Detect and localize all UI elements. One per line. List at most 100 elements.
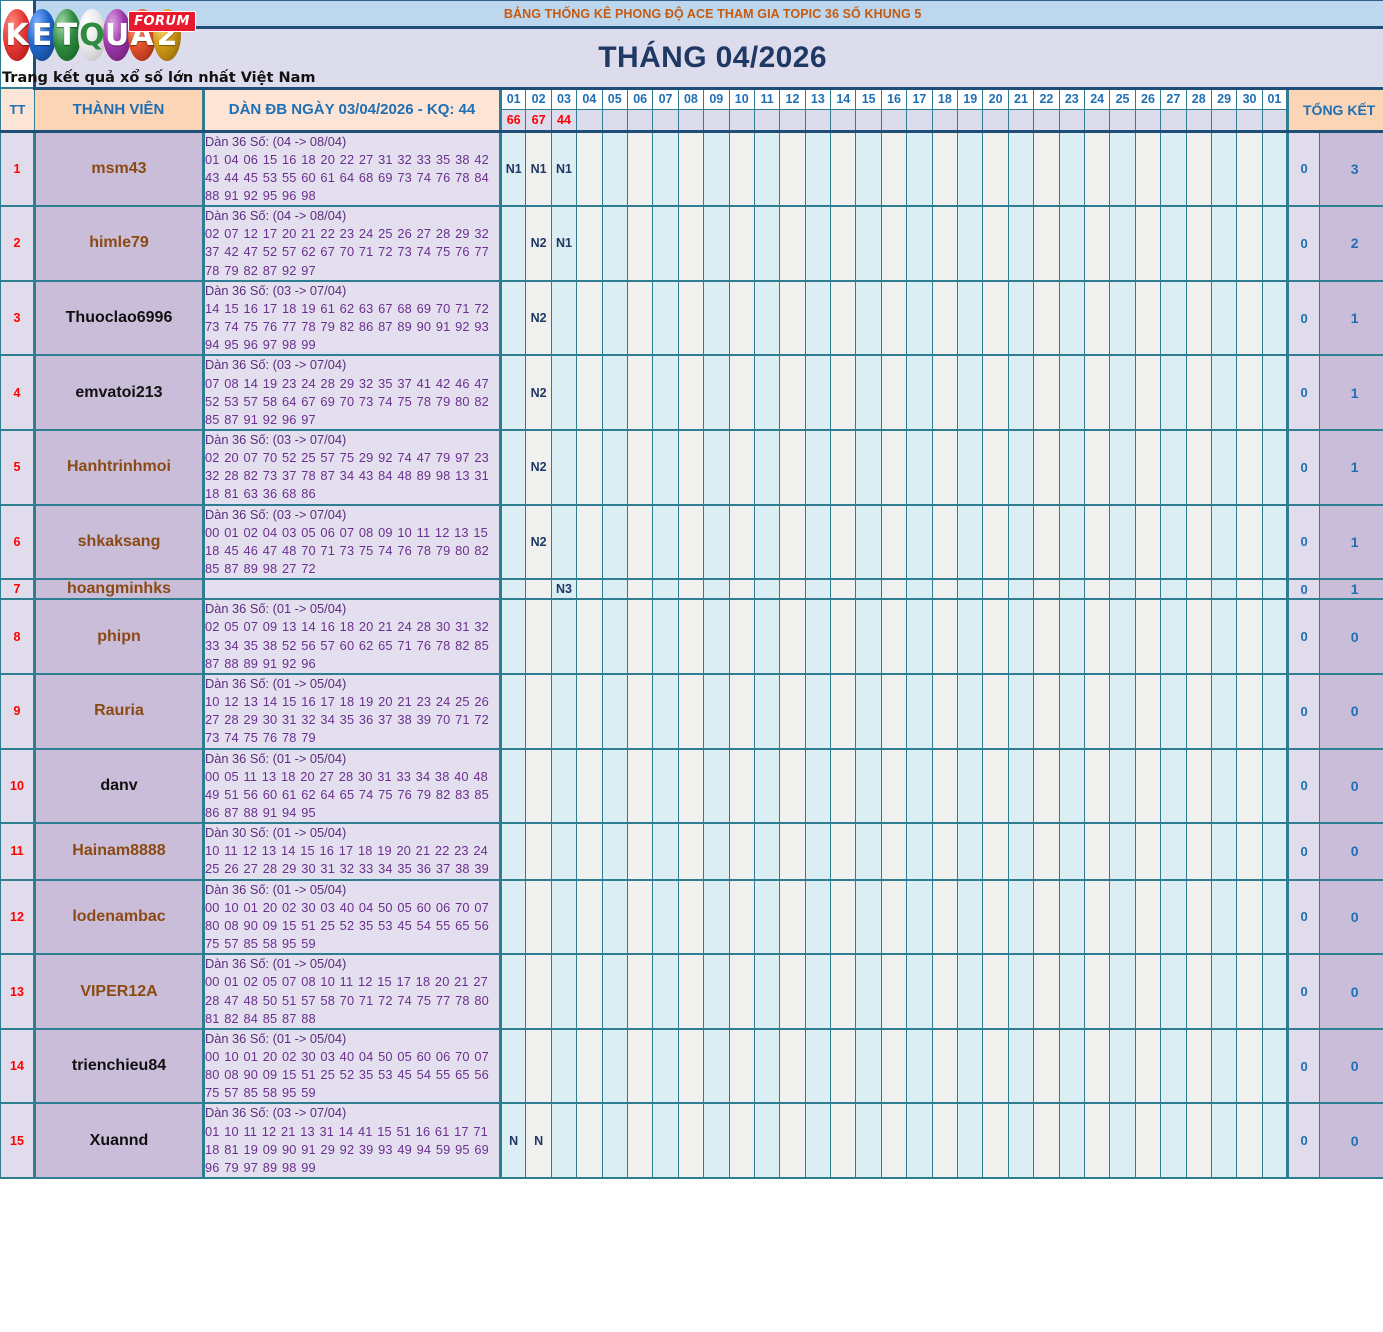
member-name-cell[interactable]: himle79	[34, 205, 205, 282]
mark-cell-22-21[interactable]	[1033, 578, 1060, 601]
mark-cell-13-12[interactable]	[804, 503, 832, 581]
mark-cell-20-19[interactable]	[982, 598, 1009, 675]
mark-cell-17-16[interactable]	[906, 429, 933, 506]
mark-cell-15-14[interactable]	[855, 503, 882, 581]
mark-cell-29-28[interactable]	[1210, 205, 1238, 282]
mark-cell-15-14[interactable]	[855, 1027, 882, 1105]
mark-cell-13-12[interactable]	[804, 129, 832, 208]
mark-cell-17-16[interactable]	[906, 578, 933, 601]
mark-cell-08-7[interactable]	[677, 672, 705, 750]
mark-cell-29-28[interactable]	[1210, 129, 1238, 208]
mark-cell-12-11[interactable]	[779, 672, 806, 750]
mark-cell-28-27[interactable]	[1185, 953, 1212, 1030]
mark-cell-17-16[interactable]	[906, 878, 933, 956]
mark-cell-18-17[interactable]	[931, 598, 959, 675]
mark-cell-24-23[interactable]	[1083, 1027, 1111, 1105]
mark-cell-14-13[interactable]	[830, 354, 857, 431]
mark-cell-12-11[interactable]	[779, 429, 806, 506]
mark-cell-04-3[interactable]	[576, 1102, 603, 1180]
mark-cell-20-19[interactable]	[982, 129, 1009, 208]
mark-cell-21-20[interactable]	[1007, 354, 1035, 431]
mark-cell-30-29[interactable]	[1236, 747, 1263, 825]
mark-cell-22-21[interactable]	[1033, 354, 1060, 431]
mark-cell-16-15[interactable]	[880, 1102, 908, 1180]
mark-cell-07-6[interactable]	[652, 503, 679, 581]
mark-cell-01-30[interactable]	[1261, 429, 1289, 506]
mark-cell-18-17[interactable]	[931, 747, 959, 825]
mark-cell-01-30[interactable]	[1261, 129, 1289, 208]
mark-cell-18-17[interactable]	[931, 672, 959, 750]
mark-cell-27-26[interactable]	[1160, 598, 1187, 675]
site-logo[interactable]: K E T Q U A 2 FORUM Trang kết quả xổ số lớn nhất…	[0, 0, 315, 89]
mark-cell-16-15[interactable]	[880, 129, 908, 208]
mark-cell-17-16[interactable]	[906, 747, 933, 825]
mark-cell-02-1[interactable]: N1	[525, 129, 552, 208]
mark-cell-01-30[interactable]	[1261, 822, 1289, 881]
mark-cell-13-12[interactable]	[804, 598, 832, 675]
mark-cell-23-22[interactable]	[1058, 747, 1085, 825]
mark-cell-15-14[interactable]	[855, 578, 882, 601]
mark-cell-22-21[interactable]	[1033, 429, 1060, 506]
mark-cell-17-16[interactable]	[906, 1027, 933, 1105]
mark-cell-03-2[interactable]	[550, 429, 578, 506]
mark-cell-05-4[interactable]	[601, 354, 628, 431]
mark-cell-12-11[interactable]	[779, 205, 806, 282]
header-day-22-21[interactable]: 22	[1033, 87, 1060, 110]
mark-cell-11-10[interactable]	[753, 205, 781, 282]
mark-cell-10-9[interactable]	[728, 279, 755, 357]
mark-cell-20-19[interactable]	[982, 578, 1009, 601]
mark-cell-21-20[interactable]	[1007, 429, 1035, 506]
mark-cell-05-4[interactable]	[601, 953, 628, 1030]
header-day-10-9[interactable]: 10	[728, 87, 755, 110]
mark-cell-01-30[interactable]	[1261, 672, 1289, 750]
mark-cell-18-17[interactable]	[931, 878, 959, 956]
mark-cell-22-21[interactable]	[1033, 1027, 1060, 1105]
mark-cell-01-30[interactable]	[1261, 503, 1289, 581]
mark-cell-28-27[interactable]	[1185, 598, 1212, 675]
mark-cell-16-15[interactable]	[880, 354, 908, 431]
mark-cell-22-21[interactable]	[1033, 279, 1060, 357]
mark-cell-22-21[interactable]	[1033, 672, 1060, 750]
mark-cell-11-10[interactable]	[753, 953, 781, 1030]
mark-cell-11-10[interactable]	[753, 672, 781, 750]
mark-cell-03-2[interactable]: N3	[550, 578, 578, 601]
mark-cell-23-22[interactable]	[1058, 503, 1085, 581]
mark-cell-05-4[interactable]	[601, 1102, 628, 1180]
mark-cell-05-4[interactable]	[601, 672, 628, 750]
mark-cell-01-0[interactable]	[499, 503, 527, 581]
mark-cell-11-10[interactable]	[753, 429, 781, 506]
mark-cell-02-1[interactable]	[525, 747, 552, 825]
mark-cell-11-10[interactable]	[753, 598, 781, 675]
mark-cell-03-2[interactable]	[550, 503, 578, 581]
mark-cell-25-24[interactable]	[1109, 953, 1136, 1030]
mark-cell-14-13[interactable]	[830, 279, 857, 357]
mark-cell-28-27[interactable]	[1185, 279, 1212, 357]
mark-cell-03-2[interactable]	[550, 598, 578, 675]
mark-cell-19-18[interactable]	[957, 878, 984, 956]
mark-cell-18-17[interactable]	[931, 822, 959, 881]
mark-cell-15-14[interactable]	[855, 279, 882, 357]
mark-cell-30-29[interactable]	[1236, 354, 1263, 431]
mark-cell-18-17[interactable]	[931, 578, 959, 601]
mark-cell-08-7[interactable]	[677, 354, 705, 431]
mark-cell-19-18[interactable]	[957, 503, 984, 581]
header-day-12-11[interactable]: 12	[779, 87, 806, 110]
mark-cell-24-23[interactable]	[1083, 279, 1111, 357]
mark-cell-26-25[interactable]	[1134, 205, 1162, 282]
mark-cell-30-29[interactable]	[1236, 578, 1263, 601]
mark-cell-25-24[interactable]	[1109, 747, 1136, 825]
mark-cell-19-18[interactable]	[957, 578, 984, 601]
mark-cell-13-12[interactable]	[804, 279, 832, 357]
mark-cell-14-13[interactable]	[830, 205, 857, 282]
mark-cell-21-20[interactable]	[1007, 1102, 1035, 1180]
mark-cell-09-8[interactable]	[703, 878, 730, 956]
mark-cell-02-1[interactable]: N2	[525, 279, 552, 357]
mark-cell-27-26[interactable]	[1160, 205, 1187, 282]
mark-cell-16-15[interactable]	[880, 503, 908, 581]
mark-cell-12-11[interactable]	[779, 503, 806, 581]
mark-cell-27-26[interactable]	[1160, 129, 1187, 208]
mark-cell-25-24[interactable]	[1109, 672, 1136, 750]
mark-cell-30-29[interactable]	[1236, 672, 1263, 750]
mark-cell-10-9[interactable]	[728, 205, 755, 282]
mark-cell-12-11[interactable]	[779, 129, 806, 208]
